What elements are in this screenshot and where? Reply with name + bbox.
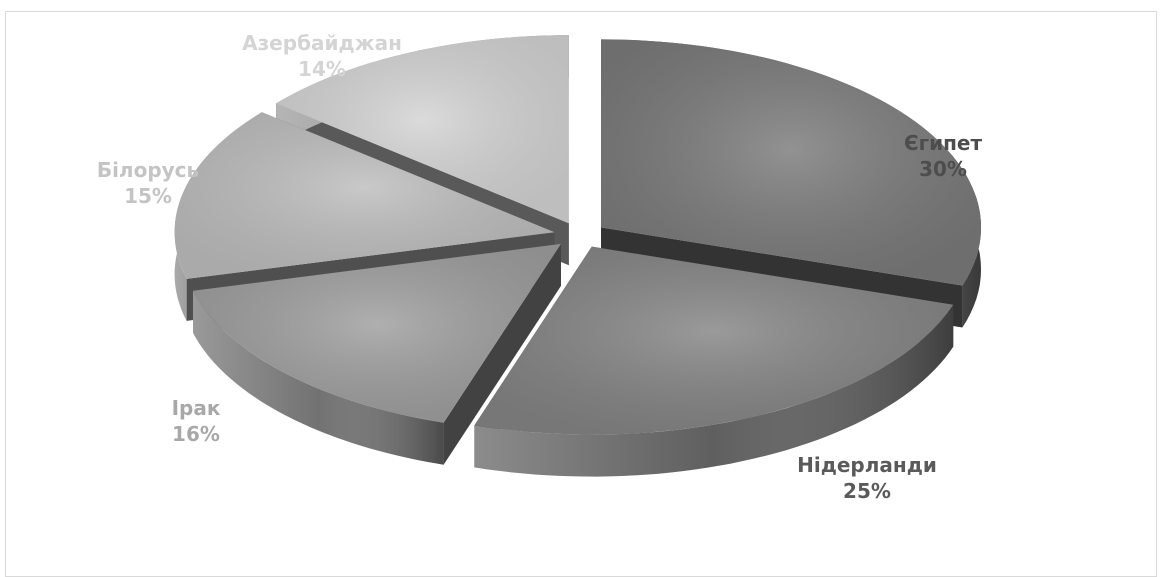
pie-slice-iraq	[193, 243, 561, 465]
pie-slice-egypt-top-shade	[601, 39, 982, 286]
pie-slice-iraq-top-shade	[193, 243, 561, 423]
slice-label-azerbaijan-name: Азербайджан	[242, 31, 402, 55]
slice-label-iraq: Ірак 16%	[172, 395, 221, 447]
pie-slice-iraq-rim-shade	[193, 290, 444, 465]
slice-label-azerbaijan: Азербайджан 14%	[242, 30, 402, 82]
slice-label-belarus-value: 15%	[124, 184, 172, 208]
pie-slice-netherlands-top-shade	[474, 246, 954, 435]
slice-label-egypt-name: Єгипет	[903, 131, 983, 155]
slice-label-azerbaijan-value: 14%	[298, 57, 346, 81]
slice-label-netherlands-value: 25%	[843, 479, 891, 503]
pie-slice-azerbaijan-top-shade	[276, 35, 569, 224]
pie-slice-belarus-top-shade	[174, 112, 555, 279]
slice-label-netherlands-name: Нідерланди	[797, 453, 937, 477]
pie-slice-netherlands	[474, 246, 954, 477]
slice-label-belarus: Білорусь 15%	[97, 157, 199, 209]
slice-label-egypt: Єгипет 30%	[904, 130, 982, 182]
slice-label-egypt-value: 30%	[919, 157, 967, 181]
slice-label-iraq-name: Ірак	[171, 396, 221, 420]
slice-label-belarus-name: Білорусь	[96, 158, 200, 182]
pie-slice-netherlands-rim-shade	[474, 304, 954, 477]
pie-slice-iraq-wall-start	[443, 243, 561, 465]
slice-label-iraq-value: 16%	[172, 422, 220, 446]
slice-label-netherlands: Нідерланди 25%	[797, 452, 937, 504]
